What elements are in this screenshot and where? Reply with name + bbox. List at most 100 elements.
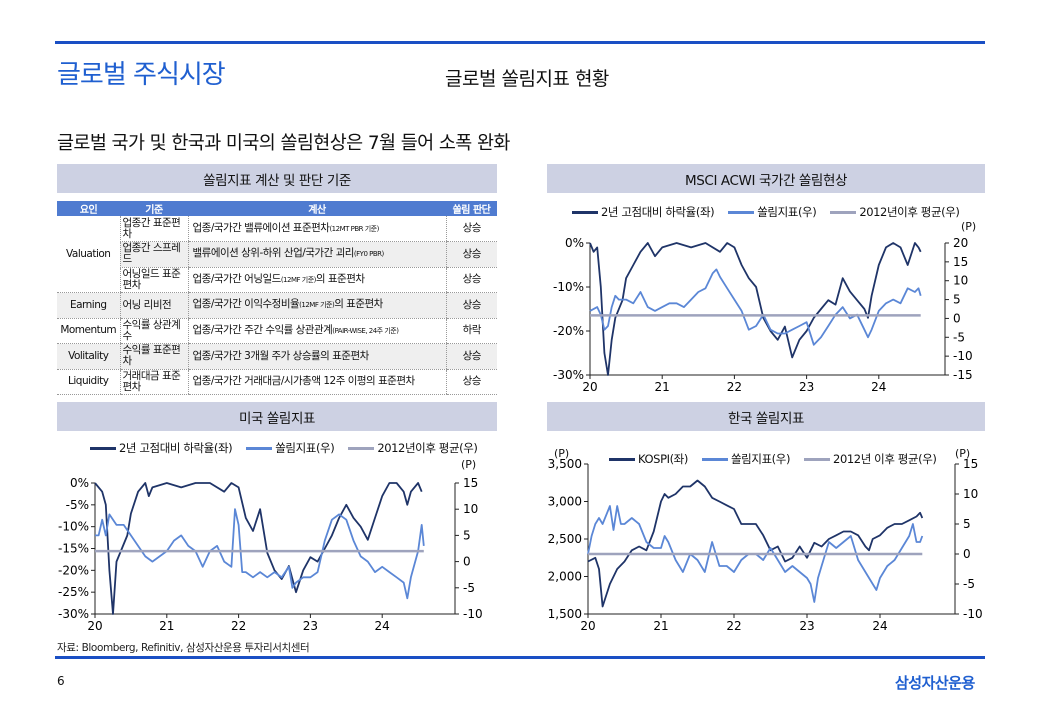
legend-label: 2년 고점대비 하락율(좌) xyxy=(601,205,715,219)
criterion-cell: 어닝 리비전 xyxy=(119,292,188,319)
factor-cell: Earning xyxy=(57,292,120,319)
calc-cell: 업종/국가간 이익수정비율(12MF 기준)의 표준편차 xyxy=(187,292,446,319)
korea-right-tick-label: -10 xyxy=(963,607,983,621)
legend-label: KOSPI(좌) xyxy=(638,452,688,466)
us-left-tick-label: -20% xyxy=(58,563,89,577)
legend-swatch xyxy=(572,210,598,214)
us-x-tick-label: 23 xyxy=(303,619,318,633)
calc-cell: 밸류에이션 상위-하위 산업/국가간 괴리(FY0 PBR) xyxy=(187,241,446,268)
korea-left-tick-label: 1,500 xyxy=(548,607,582,621)
korea-right-tick-label: 5 xyxy=(963,517,971,531)
legend-swatch xyxy=(246,446,273,450)
col-header: 쏠림 판단 xyxy=(446,201,497,216)
us-left-tick-label: -10% xyxy=(58,520,89,534)
legend-label: 2012년이후 평균(우) xyxy=(859,205,960,219)
korea-x-tick-label: 22 xyxy=(726,619,741,633)
msci-right-tick-label: -10 xyxy=(953,349,973,363)
us-legend: 2년 고점대비 하락율(좌) 쏠림지표(우) 2012년이후 평균(우) xyxy=(90,440,478,456)
factor-cell: Valuation xyxy=(57,216,120,293)
legend-label: 2년 고점대비 하락율(좌) xyxy=(119,441,233,455)
section-header-korea: 한국 쏠림지표 xyxy=(547,402,985,431)
page-number: 6 xyxy=(57,674,65,688)
us-x-tick-label: 21 xyxy=(159,619,174,633)
col-header: 요인 xyxy=(57,201,120,216)
table-header-row: 요인 기준 계산 쏠림 판단 xyxy=(57,201,497,216)
criterion-cell: 거래대금 표준편차 xyxy=(119,369,188,395)
source-note: 자료: Bloomberg, Refinitiv, 삼성자산운용 투자리서치센터 xyxy=(57,642,310,654)
us-left-tick-label: -5% xyxy=(66,498,89,512)
msci-x-tick-label: 23 xyxy=(799,380,814,394)
calc-cell: 업종/국가간 주간 수익률 상관관계(PAIR-WISE, 24주 기준) xyxy=(187,318,446,344)
legend-swatch xyxy=(348,446,375,450)
legend-swatch xyxy=(701,457,728,461)
us-right-tick-label: 15 xyxy=(463,476,478,490)
result-cell: 상승 xyxy=(445,369,497,395)
korea-x-tick-label: 24 xyxy=(872,619,887,633)
col-header: 계산 xyxy=(188,201,446,216)
calc-cell: 업종/국가간 어닝일드(12MF 기준)의 표준편차 xyxy=(187,267,446,293)
us-series-light xyxy=(95,508,425,600)
us-x-tick-label: 24 xyxy=(375,619,390,633)
korea-legend: KOSPI(좌) 쏠림지표(우) 2012년 이후 평균(우) xyxy=(609,451,937,467)
korea-right-unit: (P) xyxy=(955,447,971,460)
us-right-tick-label: 10 xyxy=(463,502,478,516)
korea-left-tick-label: 2,500 xyxy=(548,532,582,546)
msci-x-tick-label: 22 xyxy=(727,380,742,394)
headline: 글로벌 국가 및 한국과 미국의 쏠림현상은 7월 들어 소폭 완화 xyxy=(57,133,510,154)
criterion-cell: 어닝일드 표준편차 xyxy=(119,267,188,293)
korea-left-tick-label: 3,500 xyxy=(548,457,582,471)
msci-right-tick-label: 20 xyxy=(953,236,968,250)
result-cell: 상승 xyxy=(445,216,497,242)
page-subtitle: 글로벌 쏠림지표 현황 xyxy=(445,68,609,90)
us-right-tick-label: -5 xyxy=(463,581,475,595)
result-cell: 상승 xyxy=(445,343,497,370)
korea-series-dark xyxy=(587,479,924,608)
table-row: 업종간 스프레드 밸류에이션 상위-하위 산업/국가간 괴리(FY0 PBR) … xyxy=(57,241,497,268)
us-right-tick-label: -10 xyxy=(463,607,483,621)
msci-right-tick-label: 0 xyxy=(953,311,961,325)
section-header-us: 미국 쏠림지표 xyxy=(57,402,497,431)
table-row: Valuation 업종간 표준편차 업종/국가간 밸류에이션 표준편차(12M… xyxy=(57,216,497,293)
msci-right-tick-label: 15 xyxy=(953,255,968,269)
legend-swatch xyxy=(90,446,116,450)
table-row: Momentum 수익률 상관계수 업종/국가간 주간 수익률 상관관계(PAI… xyxy=(57,318,497,344)
result-cell: 하락 xyxy=(445,318,497,344)
msci-x-tick-label: 21 xyxy=(655,380,670,394)
us-x-tick-label: 22 xyxy=(231,619,246,633)
us-left-tick-label: 0% xyxy=(70,476,89,490)
company-logo: 삼성자산운용 xyxy=(895,674,975,692)
korea-x-tick-label: 20 xyxy=(580,619,595,633)
legend-swatch xyxy=(804,457,831,461)
korea-right-tick-label: 10 xyxy=(963,487,978,501)
table-row: Liquidity 거래대금 표준편차 업종/국가간 거래대금/시가총액 12주… xyxy=(57,369,497,395)
legend-label: 쏠림지표(우) xyxy=(730,452,791,466)
us-series-dark xyxy=(94,482,423,615)
calc-cell: 업종/국가간 밸류에이션 표준편차(12MT PBR 기준) xyxy=(187,216,446,242)
msci-left-tick-label: -30% xyxy=(553,368,584,382)
page-title: 글로벌 주식시장 xyxy=(57,60,226,90)
col-header: 기준 xyxy=(120,201,188,216)
criterion-cell: 업종간 표준편차 xyxy=(119,216,188,242)
table-row: Earning 어닝 리비전 업종/국가간 이익수정비율(12MF 기준)의 표… xyxy=(57,292,497,319)
us-right-tick-label: 5 xyxy=(463,528,471,542)
legend-label: 쏠림지표(우) xyxy=(757,205,817,219)
msci-left-tick-label: -10% xyxy=(553,280,584,294)
table-row: Volitality 수익률 표준편차 업종/국가간 3개월 주가 상승률의 표… xyxy=(57,343,497,370)
korea-x-tick-label: 21 xyxy=(653,619,668,633)
factor-cell: Volitality xyxy=(57,343,120,370)
korea-left-tick-label: 2,000 xyxy=(548,570,582,584)
msci-right-tick-label: 10 xyxy=(953,274,968,288)
calc-cell: 업종/국가간 3개월 주가 상승률의 표준편차 xyxy=(187,343,446,370)
us-left-tick-label: -25% xyxy=(58,585,89,599)
result-cell: 상승 xyxy=(445,267,497,293)
us-x-tick-label: 20 xyxy=(87,619,102,633)
korea-right-tick-label: 0 xyxy=(963,547,971,561)
us-left-tick-label: -30% xyxy=(58,607,89,621)
msci-right-tick-label: -15 xyxy=(953,368,973,382)
legend-label: 쏠림지표(우) xyxy=(275,441,335,455)
us-right-tick-label: 0 xyxy=(463,555,471,569)
legend-swatch xyxy=(728,210,755,214)
msci-right-tick-label: -5 xyxy=(953,330,965,344)
section-header-msci: MSCI ACWI 국가간 쏠림현상 xyxy=(547,164,985,193)
us-left-tick-label: -15% xyxy=(58,542,89,556)
